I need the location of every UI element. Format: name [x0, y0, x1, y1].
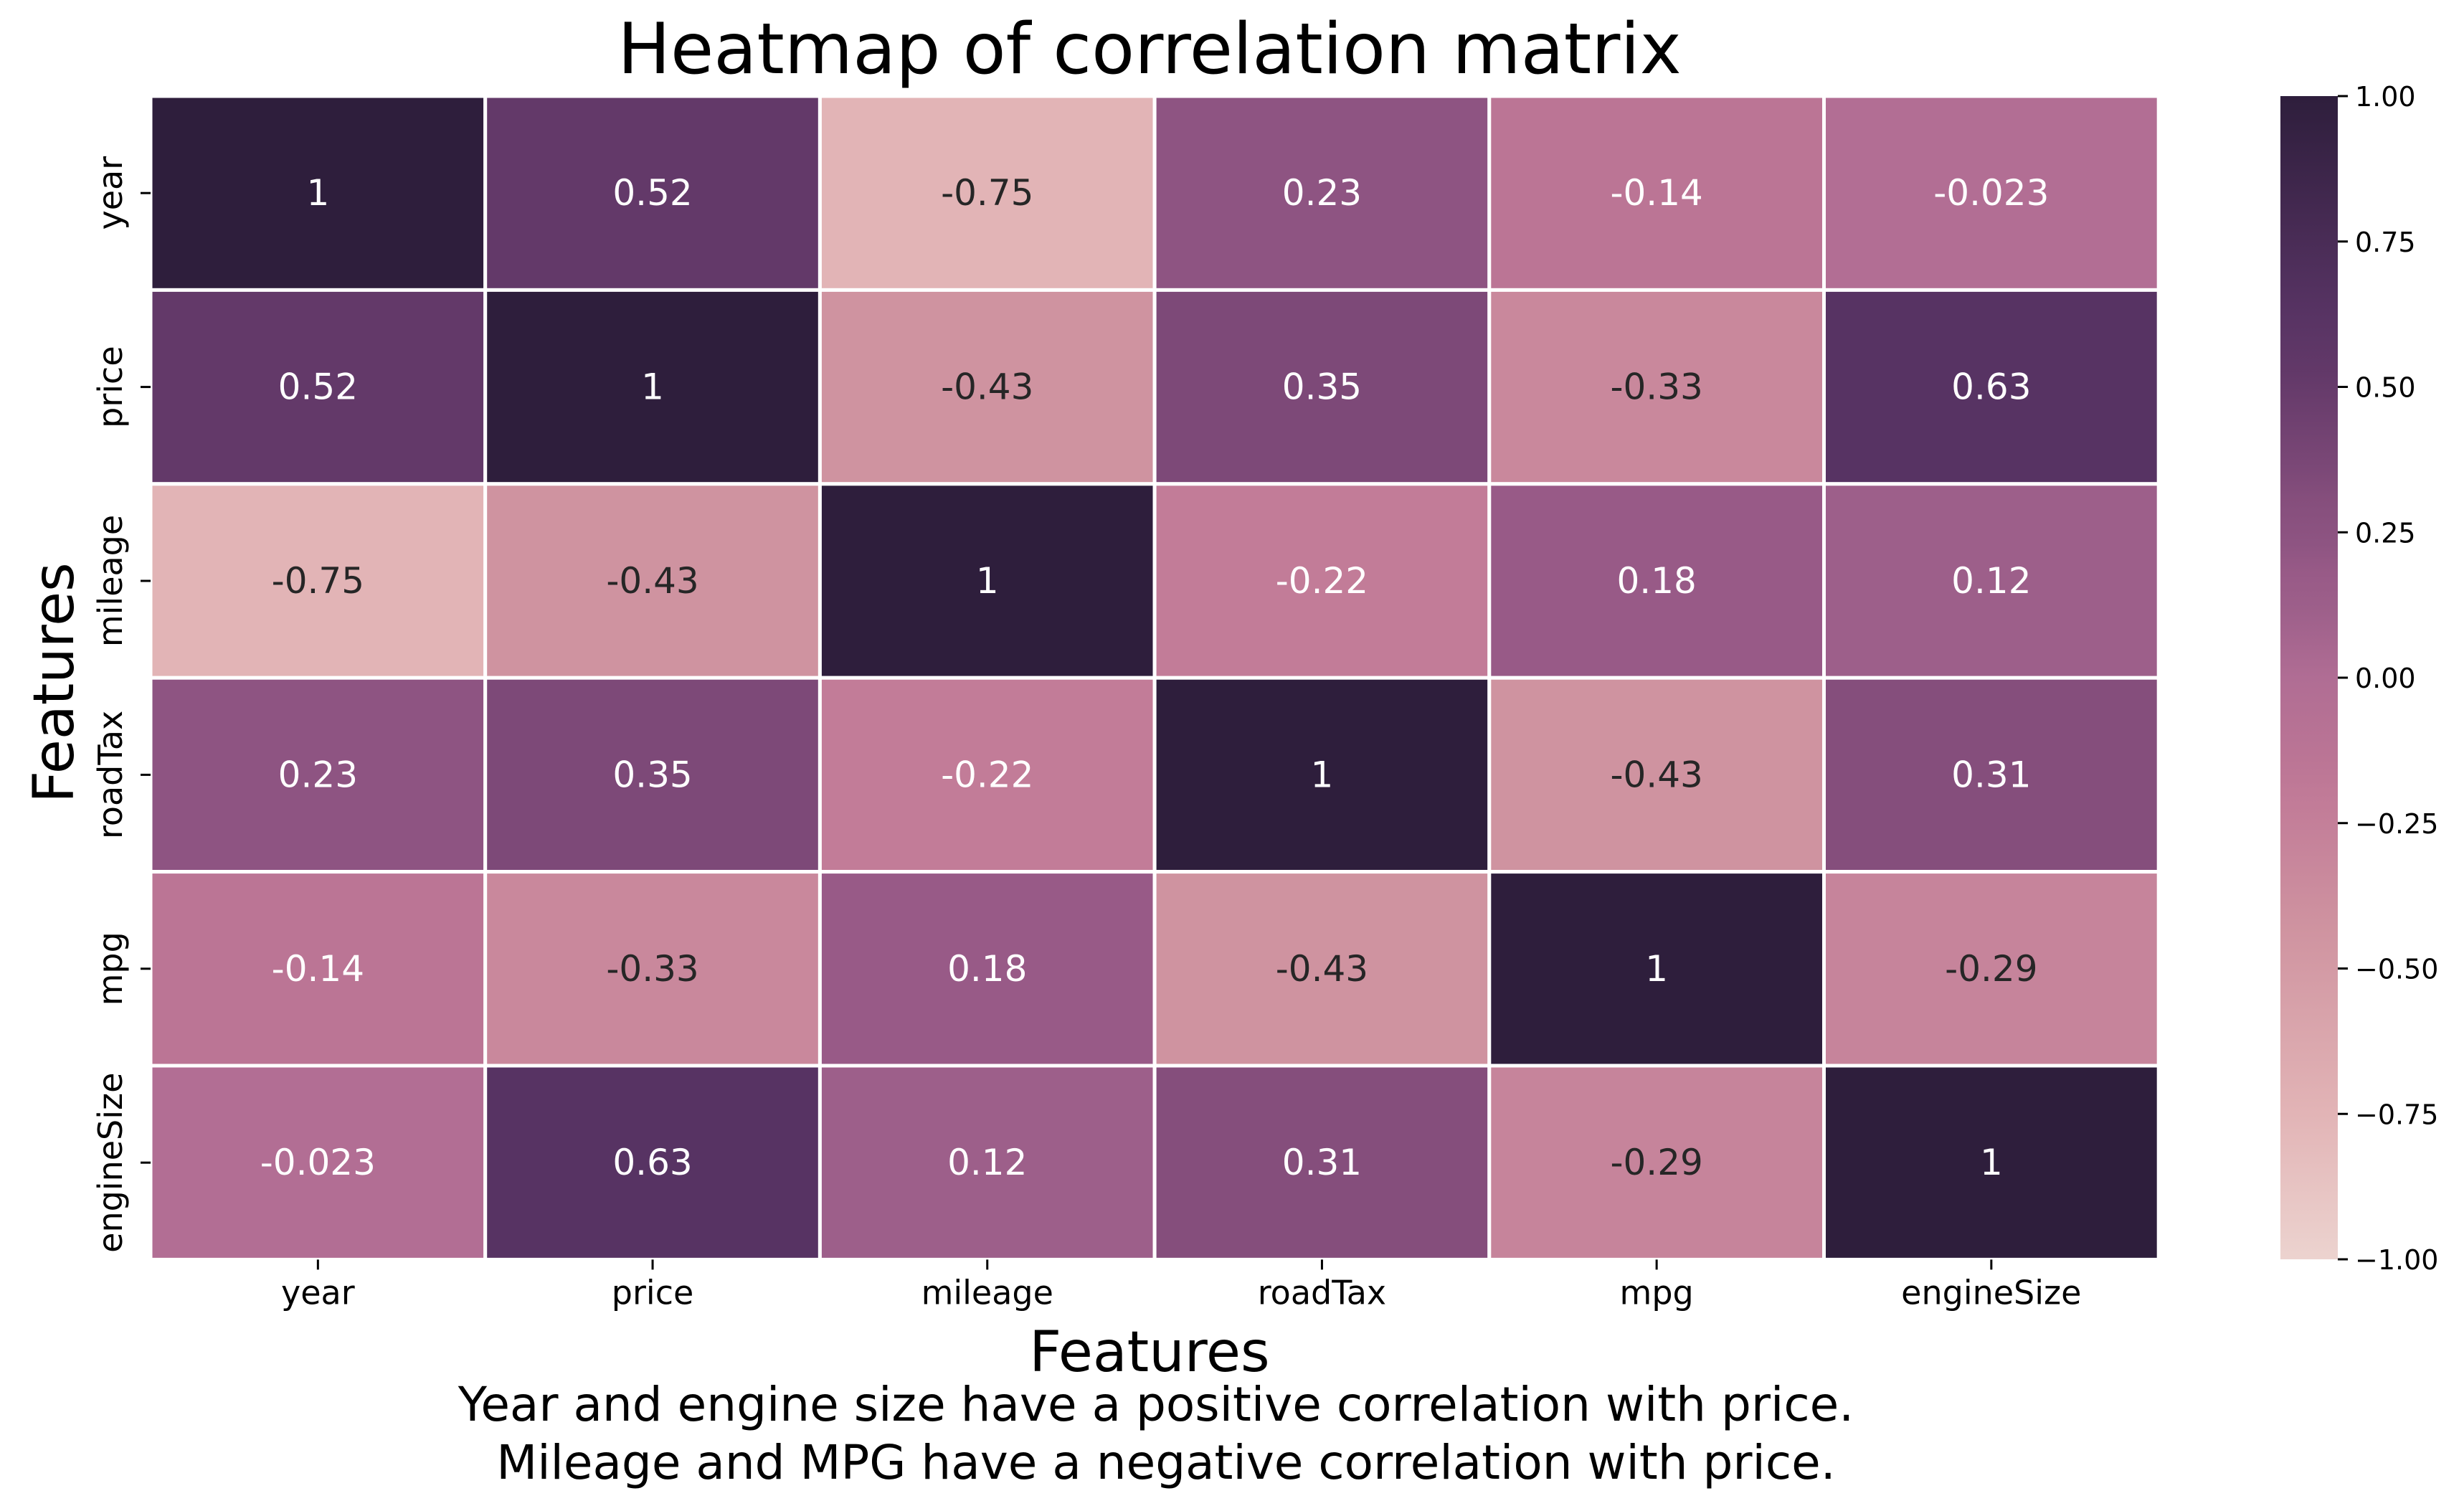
cell-value-label: 1 [1645, 948, 1668, 990]
cell-value-label: -0.14 [272, 948, 364, 990]
cell-value-label: 0.31 [1951, 754, 2031, 795]
colorbar-ticks: 1.00 0.75 0.50 0.25 0.00 −0.25 −0.50 −0.75 −1.00 [2338, 81, 2438, 1276]
colorbar-tick-label: −1.00 [2355, 1244, 2438, 1276]
cell-value-label: -0.43 [1276, 948, 1368, 990]
x-axis: year price mileage roadTax mpg engineSize [281, 1259, 2082, 1312]
x-tick-label: roadTax [1258, 1273, 1386, 1312]
cell-value-label: -0.023 [260, 1142, 376, 1183]
x-tick-label: engineSize [1901, 1273, 2081, 1312]
cell-value-label: -0.33 [1610, 366, 1702, 408]
cell-value-label: -0.43 [941, 366, 1033, 408]
cell-value-label: 1 [641, 366, 664, 408]
colorbar-tick-label: 0.00 [2355, 663, 2416, 694]
colorbar: 1.00 0.75 0.50 0.25 0.00 −0.25 −0.50 −0.75 −1.00 [2280, 81, 2438, 1276]
cell-value-label: 0.31 [1282, 1142, 1362, 1183]
y-tick-label: mpg [91, 932, 130, 1005]
cell-value-label: 0.12 [947, 1142, 1027, 1183]
cell-value-label: 1 [1980, 1142, 2003, 1183]
cell-value-label: 0.23 [278, 754, 358, 795]
x-tick-label: year [281, 1273, 355, 1312]
heatmap-cell-mpg-mileage [818, 870, 1157, 1068]
cell-value-label: 0.23 [1282, 172, 1362, 214]
heatmap-cell-mpg-roadTax [1152, 870, 1492, 1068]
cell-value-label: 0.35 [612, 754, 692, 795]
heatmap-cell-mileage-engineSize [1822, 482, 2161, 680]
heatmap-cell-year-price [483, 94, 822, 292]
heatmap-cell-engineSize-engineSize [1822, 1064, 2161, 1261]
cell-value-label: -0.22 [941, 754, 1033, 795]
y-tick-label: year [91, 156, 130, 230]
colorbar-tick-label: 0.25 [2355, 517, 2416, 549]
y-tick-label: price [91, 346, 130, 427]
heatmap-cell-mileage-price [483, 482, 822, 680]
heatmap-cell-roadTax-roadTax [1152, 676, 1492, 874]
heatmap-cell-year-engineSize [1822, 94, 2161, 292]
cell-value-label: -0.43 [606, 560, 698, 602]
cell-value-label: 0.12 [1951, 560, 2031, 602]
heatmap-cell-roadTax-year [148, 676, 488, 874]
heatmap-cell-year-roadTax [1152, 94, 1492, 292]
heatmap-cells: 1 0.52 -0.75 0.23 -0.14 -0.023 0.52 1 -0.43 0.35 -… [148, 94, 2161, 1261]
y-axis: year price mileage roadTax mpg engineSize [91, 156, 151, 1253]
cell-value-label: -0.75 [272, 560, 364, 602]
cell-value-label: 0.35 [1282, 366, 1362, 408]
heatmap-cell-roadTax-mpg [1487, 676, 1826, 874]
colorbar-tick-label: −0.25 [2355, 808, 2438, 840]
cell-value-label: -0.43 [1610, 754, 1702, 795]
colorbar-tick-label: −0.75 [2355, 1099, 2438, 1130]
cell-value-label: -0.023 [1933, 172, 2049, 214]
colorbar-gradient [2280, 96, 2338, 1259]
y-tick-label: mileage [91, 515, 130, 647]
heatmap-cell-mpg-mpg [1487, 870, 1826, 1068]
cell-value-label: 0.63 [1951, 366, 2031, 408]
cell-value-label: 0.52 [612, 172, 692, 214]
cell-value-label: -0.14 [1610, 172, 1702, 214]
cell-value-label: -0.33 [606, 948, 698, 990]
cell-value-label: -0.29 [1945, 948, 2037, 990]
x-axis-title: Features [1029, 1320, 1269, 1385]
colorbar-tick-label: 1.00 [2355, 81, 2416, 113]
heatmap-cell-roadTax-engineSize [1822, 676, 2161, 874]
x-tick-label: price [612, 1273, 693, 1312]
heatmap-cell-mpg-year [148, 870, 488, 1068]
heatmap-cell-year-mileage [818, 94, 1157, 292]
heatmap-cell-year-year [148, 94, 488, 292]
heatmap-cell-price-price [483, 288, 822, 486]
heatmap-cell-price-roadTax [1152, 288, 1492, 486]
x-tick-label: mileage [921, 1273, 1053, 1312]
heatmap-cell-mileage-roadTax [1152, 482, 1492, 680]
heatmap-cell-price-engineSize [1822, 288, 2161, 486]
cell-value-label: -0.75 [941, 172, 1033, 214]
cell-value-label: 1 [306, 172, 329, 214]
cell-value-label: 0.52 [278, 366, 358, 408]
caption-line-2: Mileage and MPG have a negative correlat… [496, 1435, 1836, 1490]
cell-value-label: 0.63 [612, 1142, 692, 1183]
cell-value-label: 1 [976, 560, 999, 602]
cell-value-label: -0.29 [1610, 1142, 1702, 1183]
y-tick-label: roadTax [91, 711, 130, 839]
y-axis-title: Features [22, 562, 87, 802]
caption-line-1: Year and engine size have a positive cor… [458, 1377, 1854, 1432]
heatmap-cell-roadTax-price [483, 676, 822, 874]
y-tick-label: engineSize [91, 1073, 130, 1253]
x-tick-label: mpg [1620, 1273, 1694, 1312]
chart-title: Heatmap of correlation matrix [617, 9, 1681, 90]
heatmap-cell-mileage-mpg [1487, 482, 1826, 680]
cell-value-label: 0.18 [1616, 560, 1696, 602]
colorbar-tick-label: 0.50 [2355, 372, 2416, 404]
heatmap-cell-engineSize-year [148, 1064, 488, 1261]
colorbar-tick-label: 0.75 [2355, 227, 2416, 258]
cell-value-label: 1 [1311, 754, 1334, 795]
heatmap-cell-roadTax-mileage [818, 676, 1157, 874]
cell-value-label: 0.18 [947, 948, 1027, 990]
cell-value-label: -0.22 [1276, 560, 1368, 602]
heatmap-cell-mpg-engineSize [1822, 870, 2161, 1068]
colorbar-tick-label: −0.50 [2355, 954, 2438, 985]
